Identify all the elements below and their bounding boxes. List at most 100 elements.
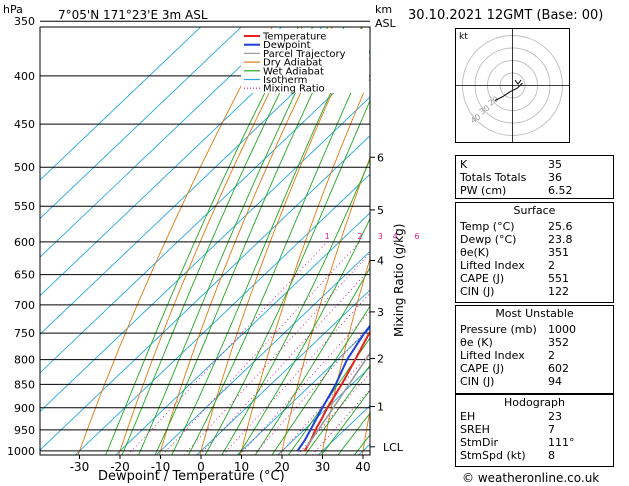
dry-adiabat-line xyxy=(280,156,370,455)
temperature-tick-label: 40 xyxy=(355,460,370,474)
parcel-trajectory-line xyxy=(305,351,370,448)
datetime-title: 30.10.2021 12GMT (Base: 00) xyxy=(408,8,604,23)
dry-adiabat-line xyxy=(321,257,370,455)
surface-title: Surface xyxy=(513,204,556,217)
footer-credit: © weatheronline.co.uk xyxy=(462,471,600,485)
index-value: 23 xyxy=(548,410,562,423)
dry-adiabat-line xyxy=(199,27,364,455)
isotherm-line xyxy=(236,327,370,455)
isotherm-line xyxy=(40,57,370,374)
pressure-tick-label: 400 xyxy=(14,70,35,83)
pressure-tick-label: 350 xyxy=(14,15,35,28)
temperature-tick-label: -10 xyxy=(151,460,171,474)
km-tick-label: 1 xyxy=(377,400,384,413)
wet-adiabat-line xyxy=(320,389,370,455)
wet-adiabat-line xyxy=(337,412,370,455)
km-label: km xyxy=(375,3,393,16)
legend-label: Temperature xyxy=(262,32,326,43)
index-row: CAPE (J) 602 xyxy=(460,362,609,375)
pressure-tick-label: 550 xyxy=(14,200,35,213)
index-value: 122 xyxy=(548,285,569,298)
mixing-ratio-labels: 12346810152025 xyxy=(325,232,420,241)
km-tick-label: 5 xyxy=(377,204,384,217)
index-row: CAPE (J) 551 xyxy=(460,272,609,285)
index-value: 111° xyxy=(548,436,575,449)
index-value: 36 xyxy=(548,171,562,184)
mixing-ratio-lines xyxy=(127,241,370,455)
hodograph-title: Hodograph xyxy=(504,396,565,409)
hodograph-unit: kt xyxy=(459,32,468,42)
isotherm-line xyxy=(196,289,370,455)
index-row: CIN (J) 122 xyxy=(460,285,609,298)
dry-adiabat-line xyxy=(118,27,303,455)
wet-adiabat-line xyxy=(121,27,314,455)
index-row: Lifted Index 2 xyxy=(460,259,609,272)
index-row: StmDir 111° xyxy=(460,436,609,449)
index-value: 7 xyxy=(548,423,555,436)
dry-adiabat-line xyxy=(77,27,273,455)
temperature-tick-label: -30 xyxy=(70,460,90,474)
mixing-ratio-label: 3 xyxy=(378,232,383,241)
wet-adiabat-lines xyxy=(105,27,370,455)
index-value: 2 xyxy=(548,259,555,272)
hodograph-indices-box: Hodograph EH 23 SREH 7 StmDir 111° StmSpd (kt)… xyxy=(455,394,614,467)
legend-label: Parcel Trajectory xyxy=(263,49,346,60)
plot-frame xyxy=(39,26,371,456)
dry-adiabat-lines xyxy=(77,27,370,455)
index-row: θe(K) 351 xyxy=(460,246,609,259)
pressure-tick-label: 700 xyxy=(14,299,35,312)
index-value: 602 xyxy=(548,362,569,375)
index-label: PW (cm) xyxy=(460,184,507,197)
temperature-line xyxy=(303,330,370,452)
temperature-tick-label: 30 xyxy=(315,460,330,474)
x-axis-label: Dewpoint / Temperature (°C) xyxy=(98,469,285,484)
index-label: Pressure (mb) xyxy=(460,323,537,336)
legend-label: Dry Adiabat xyxy=(263,58,322,69)
wet-adiabat-line xyxy=(238,217,370,455)
index-row: Pressure (mb) 1000 xyxy=(460,323,609,336)
isotherm-line xyxy=(40,27,242,220)
isotherm-line xyxy=(277,366,370,455)
legend-label: Dewpoint xyxy=(263,40,311,51)
legend-label: Isotherm xyxy=(263,75,307,86)
index-row: Dewp (°C) 23.8 xyxy=(460,233,609,246)
isotherm-line xyxy=(40,135,370,451)
pressure-tick-label: 800 xyxy=(14,354,35,367)
location-title: 7°05'N 171°23'E 3m ASL xyxy=(58,8,208,22)
wet-adiabat-line xyxy=(105,27,300,455)
km-tick-label: 2 xyxy=(377,353,384,366)
index-label: CAPE (J) xyxy=(460,272,505,285)
index-value: 1000 xyxy=(548,323,576,336)
index-label: CIN (J) xyxy=(460,375,495,388)
legend-label: Wet Adiabat xyxy=(263,66,324,77)
isotherm-lines xyxy=(40,27,370,455)
wet-adiabat-line xyxy=(287,337,370,455)
temperature-tick-label: 10 xyxy=(234,460,249,474)
mixing-ratio-label: 4 xyxy=(393,232,398,241)
wet-adiabat-line xyxy=(187,49,370,455)
temperature-tick-label: 0 xyxy=(197,460,205,474)
km-tick-label: 3 xyxy=(377,306,384,319)
general-indices-box: K 35 Totals Totals 36 PW (cm) 6.52 xyxy=(455,155,614,199)
index-label: CIN (J) xyxy=(460,285,495,298)
pressure-tick-label: 450 xyxy=(14,118,35,131)
index-row: PW (cm) 6.52 xyxy=(460,184,609,197)
mixing-ratio-label: 1 xyxy=(325,232,330,241)
index-row: Temp (°C) 25.6 xyxy=(460,220,609,233)
index-value: 6.52 xyxy=(548,184,573,197)
isotherm-line xyxy=(74,173,370,455)
index-value: 351 xyxy=(548,246,569,259)
index-label: CAPE (J) xyxy=(460,362,505,375)
index-label: StmDir xyxy=(460,436,499,449)
index-label: StmSpd (kt) xyxy=(460,449,526,462)
pressure-tick-label: 850 xyxy=(14,378,35,391)
index-value: 551 xyxy=(548,272,569,285)
temperature-tick-labels: -30 -20 -10 0 10 20 30 40 xyxy=(70,455,371,474)
hodograph-trace xyxy=(494,82,523,101)
index-value: 94 xyxy=(548,375,562,388)
index-value: 35 xyxy=(548,158,562,171)
dry-adiabat-line xyxy=(158,27,333,455)
pressure-tick-label: 750 xyxy=(14,327,35,340)
isotherm-line xyxy=(40,27,202,181)
